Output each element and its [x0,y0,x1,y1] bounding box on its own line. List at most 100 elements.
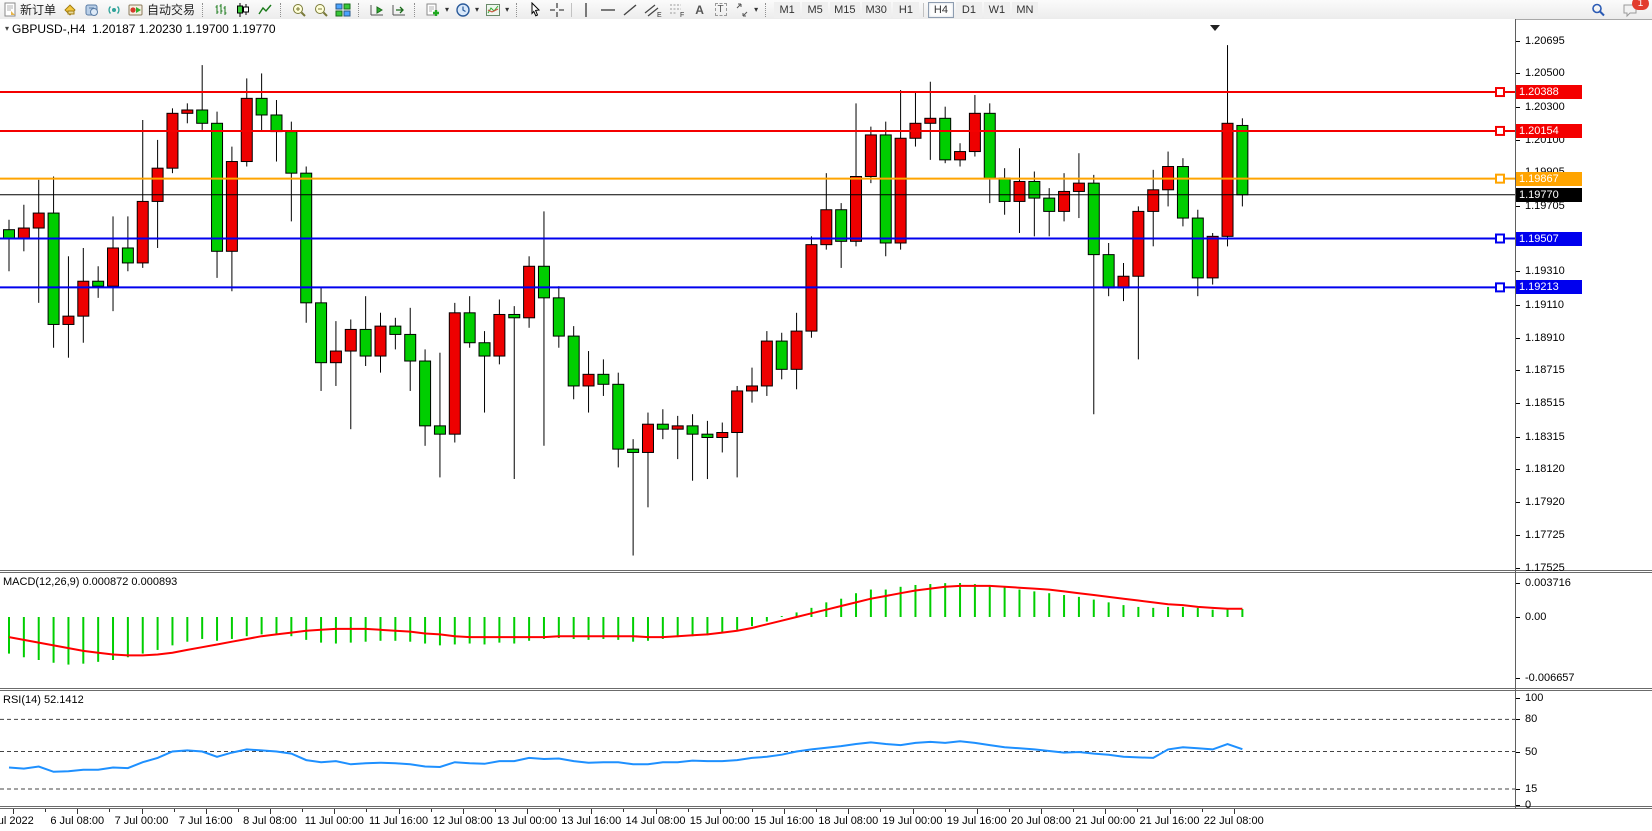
candle-body [389,325,402,335]
candle-body [1013,180,1026,202]
timeframe-M5[interactable]: M5 [802,1,829,18]
candle-body [627,448,640,453]
timeframe-W1[interactable]: W1 [983,1,1010,18]
equidistant-channel-button[interactable]: E [641,1,665,18]
chart-shift-button[interactable] [388,1,410,18]
price-axis-label: 1.18715 [1525,364,1565,377]
rsi-value: 52.1412 [43,694,84,706]
timeframe-D1[interactable]: D1 [955,1,982,18]
search-button[interactable] [1587,1,1609,18]
dropdown-caret: ▾ [445,5,450,14]
candle-body [641,423,654,453]
toolbar-grip [280,2,285,17]
chart-shift-marker [1210,25,1220,31]
candle-body [62,315,75,325]
time-axis[interactable]: Jul 2022 6 Jul 08:00 7 Jul 00:00 7 Jul 16:0… [0,809,1652,831]
candlestick-chart-button[interactable] [232,1,254,18]
macd-panel[interactable] [0,573,1515,688]
timeframe-H1[interactable]: H1 [892,1,919,18]
indicators-button[interactable]: ▾ [422,1,452,18]
time-axis-tick [13,809,14,814]
horizontal-line-button[interactable] [597,1,619,18]
news-button[interactable] [103,1,125,18]
candle-body [716,432,729,438]
dropdown-caret: ▾ [475,5,480,14]
metaeditor-icon [62,2,78,18]
chart-shift-icon [391,2,407,18]
rsi-axis-label: 0 [1525,799,1532,811]
macd-axis-label: -0.006657 [1525,671,1575,684]
timeframe-M15[interactable]: M15 [830,1,860,18]
macd-axis-label: 0.00 [1525,611,1547,623]
zoom-in-button[interactable] [288,1,310,18]
candle-body [77,280,90,317]
candle-body [1028,180,1041,199]
level-line-handle [1495,125,1505,136]
svg-text:F: F [680,12,684,18]
toolbar-group-drawing: E F A T ▾ [524,0,761,19]
line-chart-button[interactable] [254,1,276,18]
price-axis-tick [1516,469,1520,471]
timeframe-MN[interactable]: MN [1011,1,1038,18]
candle-body [270,114,283,133]
dropdown-caret: ▾ [505,5,510,14]
price-axis-tick [1516,370,1520,372]
macd-axis-tick [1516,582,1520,584]
market-watch-button[interactable] [81,1,103,18]
main-price-chart[interactable] [0,19,1515,570]
time-axis-minor-tick [366,809,368,812]
cursor-button[interactable] [524,1,546,18]
autotrading-button[interactable]: 自动交易 [125,1,198,18]
price-axis-tick [1516,271,1520,273]
time-axis-tick [655,809,657,814]
text-label-button[interactable]: T [710,1,731,18]
rsi-axis-tick [1516,698,1520,699]
time-axis-label: 21 Jul 16:00 [1139,815,1200,827]
candle-body [523,265,536,319]
candle-body [864,134,877,177]
price-axis-tick [1516,304,1520,306]
auto-scroll-button[interactable] [366,1,388,18]
panel-separator[interactable] [0,570,1652,573]
metaeditor-button[interactable] [59,1,81,18]
timeframe-M30[interactable]: M30 [861,1,891,18]
time-axis-minor-tick [237,809,239,812]
chart-symbol-period: GBPUSD-,H4 [12,22,86,36]
time-axis-tick [141,809,143,814]
arrows-button[interactable]: ▾ [731,1,761,18]
dropdown-caret: ▾ [754,5,759,14]
time-axis-minor-tick [1008,809,1010,812]
candle-body [835,209,848,242]
candle-body [939,117,952,161]
notifications-button[interactable]: 1 [1619,0,1649,18]
price-axis[interactable]: 1.206951.205001.203001.201001.199051.197… [1515,19,1652,811]
auto-scroll-icon [369,2,385,18]
template-button[interactable]: ▾ [482,1,512,18]
candle-body [746,385,758,392]
new-order-button[interactable]: 新订单 [0,1,59,18]
time-axis-minor-tick [880,809,882,812]
rsi-panel[interactable] [0,691,1515,806]
crosshair-button[interactable] [546,1,568,18]
level-line-handle [1495,173,1505,184]
level-price-badge: 1.19867 [1516,171,1582,186]
text-tool-button[interactable]: A [689,1,710,18]
price-axis-tick [1516,502,1520,504]
timeframe-M1[interactable]: M1 [774,1,801,18]
panel-separator[interactable] [0,688,1652,691]
vertical-line-button[interactable] [575,1,597,18]
template-icon [485,2,501,18]
time-axis-tick [270,809,271,814]
macd-signal-line [8,584,1243,657]
fibonacci-button[interactable]: F [665,1,689,18]
time-axis-label: 15 Jul 00:00 [689,815,750,827]
time-axis-tick [1041,809,1042,814]
zoom-out-button[interactable] [310,1,332,18]
trendline-button[interactable] [619,1,641,18]
timeframe-H4[interactable]: H4 [927,1,954,18]
tile-windows-button[interactable] [332,1,354,18]
timeframe-toolbar: M1 M5 M15 M30 H1 H4 D1 W1 MN [773,0,1039,19]
period-button[interactable]: ▾ [452,1,482,18]
bar-chart-button[interactable] [210,1,232,18]
candle-body [582,373,595,387]
